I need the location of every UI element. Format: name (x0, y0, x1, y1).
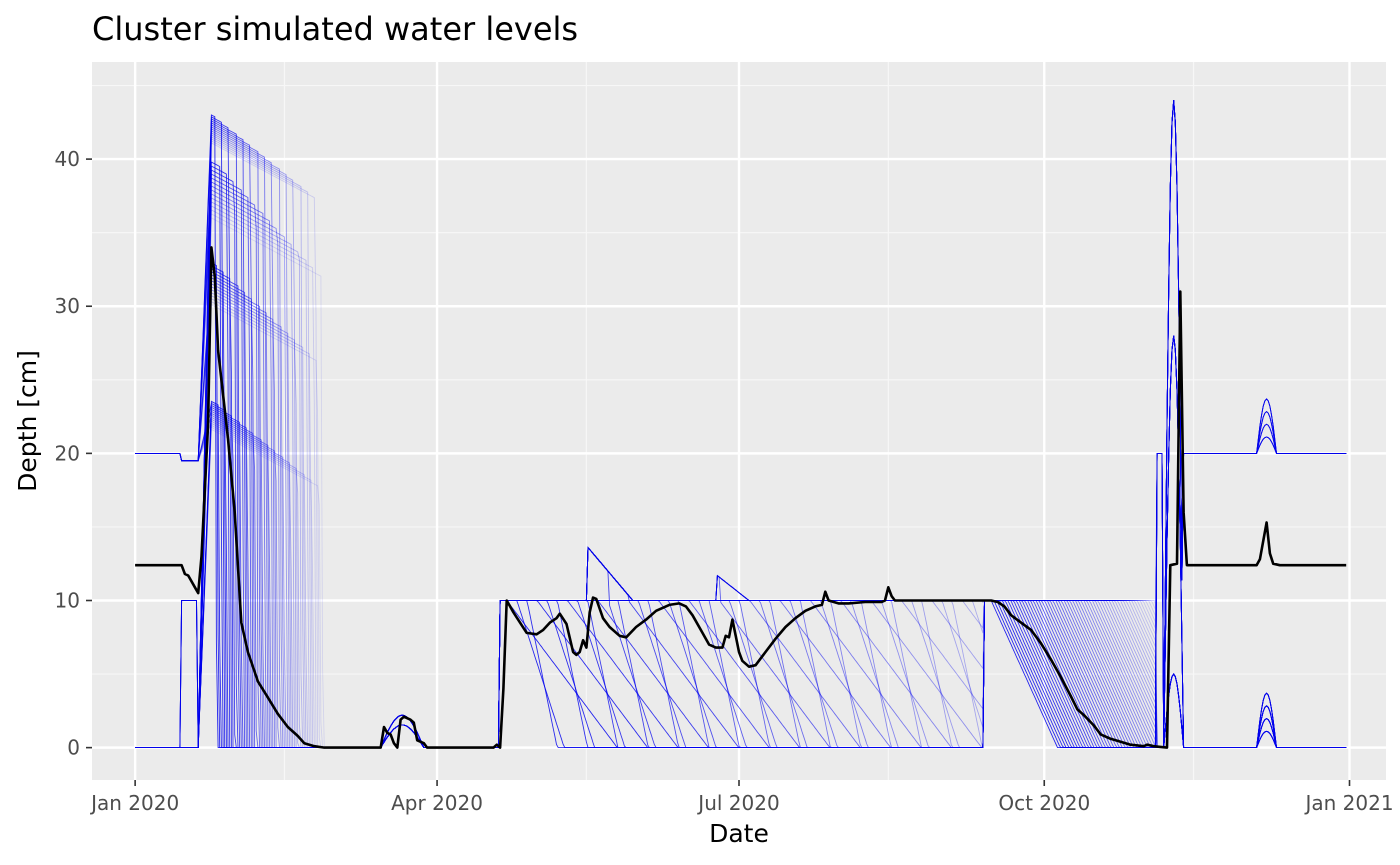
y-tick-label: 40 (55, 147, 80, 171)
y-tick-label: 0 (67, 736, 80, 760)
x-tick-label: Oct 2020 (998, 791, 1090, 815)
x-tick-label: Apr 2020 (391, 791, 483, 815)
axis-ticks (86, 158, 1351, 786)
x-tick-label: Jan 2020 (89, 791, 179, 815)
chart-title: Cluster simulated water levels (92, 10, 578, 48)
y-tick-labels: 0 10 20 30 40 (55, 147, 80, 760)
y-axis-title: Depth [cm] (13, 350, 42, 492)
y-tick-label: 20 (55, 441, 80, 465)
x-axis-title: Date (709, 819, 769, 848)
x-tick-label: Jan 2021 (1303, 791, 1393, 815)
x-tick-labels: Jan 2020 Apr 2020 Jul 2020 Oct 2020 Jan 2021 (89, 791, 1393, 815)
y-tick-label: 10 (55, 589, 80, 613)
y-tick-label: 30 (55, 294, 80, 318)
mean-line-layer (135, 246, 1347, 749)
x-tick-label: Jul 2020 (696, 791, 779, 815)
mean-series-line (135, 246, 1347, 749)
